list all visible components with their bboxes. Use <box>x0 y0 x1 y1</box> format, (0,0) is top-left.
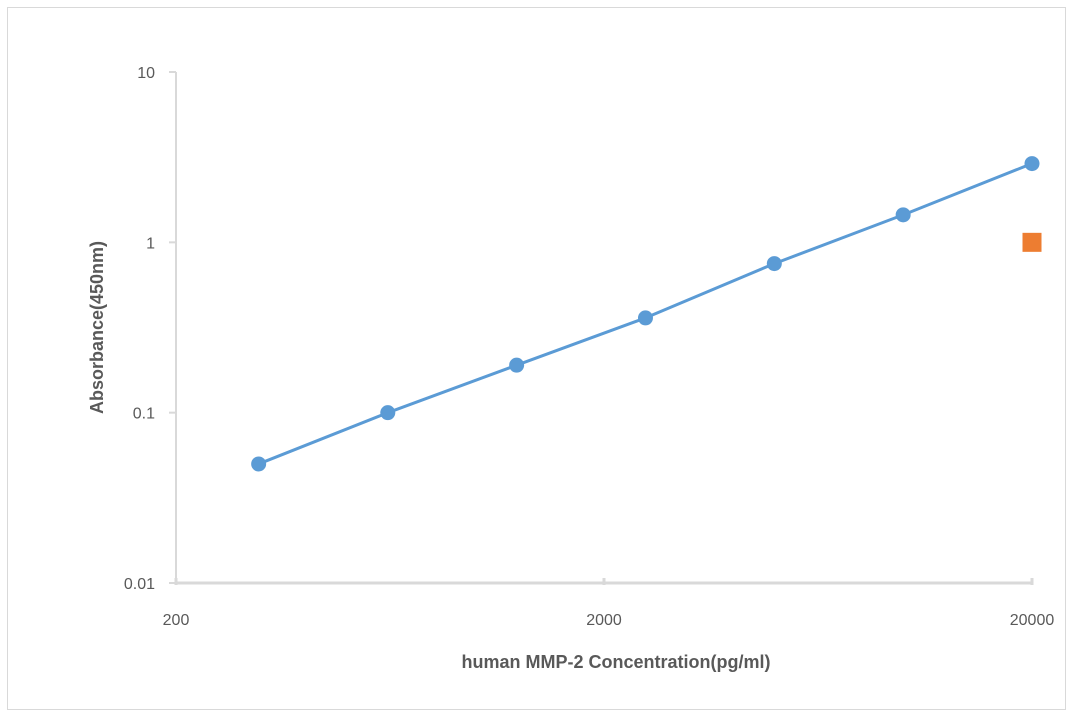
y-axis-title: Absorbance(450nm) <box>87 241 107 414</box>
data-point <box>1024 156 1040 172</box>
data-point <box>380 405 396 421</box>
data-point <box>895 207 911 223</box>
data-point <box>509 357 525 373</box>
data-point <box>766 256 782 272</box>
y-tick-label: 0.01 <box>124 576 155 593</box>
data-point-square <box>1022 232 1042 252</box>
data-point <box>637 310 653 326</box>
y-axis: 0.01 0.1 1 10 <box>124 65 177 593</box>
y-tick-label: 1 <box>146 235 155 252</box>
series-0 <box>251 156 1040 472</box>
x-axis-title: human MMP-2 Concentration(pg/ml) <box>462 652 771 672</box>
x-tick-label: 20000 <box>1010 612 1055 629</box>
y-tick-label: 0.1 <box>133 406 155 423</box>
series-1 <box>1022 232 1042 252</box>
x-axis: 200 2000 20000 <box>163 578 1055 629</box>
x-tick-label: 2000 <box>586 612 622 629</box>
y-tick-label: 10 <box>137 65 155 82</box>
series-layer <box>251 156 1042 472</box>
data-point <box>251 456 267 472</box>
x-tick-label: 200 <box>163 612 190 629</box>
